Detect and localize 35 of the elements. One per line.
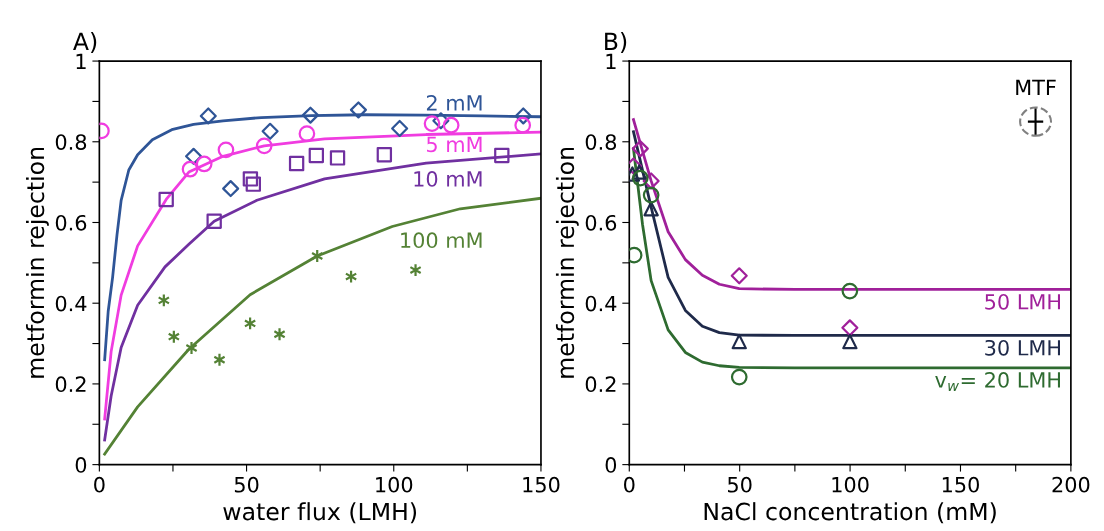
y-tick-label: 0.4 (55, 295, 87, 312)
y-tick-label: 0.6 (585, 214, 617, 231)
y-tick-label: 0.8 (585, 134, 617, 150)
y-tick-label: 0.2 (55, 376, 86, 393)
series-label: v$_{w}$= 20 LMH (935, 372, 1060, 391)
x-tick-label: 100 (376, 476, 413, 493)
y-tick-label: 0.6 (55, 214, 87, 231)
y-tick-label: 1 (606, 53, 616, 69)
annotation: MTF (1016, 79, 1056, 96)
x-tick-label: 0 (94, 476, 105, 493)
series-label: 100 mM (401, 232, 482, 249)
y-tick-label: 0 (75, 457, 87, 473)
x-axis-title: water flux (LMH) (223, 502, 417, 524)
x-tick-label: 50 (728, 476, 752, 493)
x-tick-label: 150 (942, 476, 979, 493)
y-axis-title: metformin rejection (555, 147, 579, 378)
y-tick-label: 0.2 (585, 376, 616, 393)
y-tick-label: 0 (605, 457, 617, 473)
x-tick-label: 150 (523, 476, 560, 493)
x-tick-label: 100 (832, 476, 869, 493)
series-label: 5 mM (427, 136, 482, 153)
series-label: 2 mM (426, 94, 482, 111)
x-tick-label: 50 (234, 476, 259, 493)
x-axis-title: NaCl concentration (mM) (704, 502, 996, 524)
series-label: 50 LMH (985, 293, 1060, 310)
chart-title: B) (605, 32, 627, 54)
y-tick-label: 0.8 (55, 134, 87, 150)
chart-title: A) (73, 32, 97, 54)
y-axis-title: metformin rejection (26, 147, 49, 378)
y-tick-label: 1 (76, 53, 86, 69)
y-tick-label: 0.4 (585, 295, 617, 312)
x-tick-label: 0 (624, 476, 635, 493)
series-label: 10 mM (414, 171, 482, 187)
series-label: 30 LMH (985, 339, 1060, 356)
x-tick-label: 200 (1052, 476, 1090, 493)
